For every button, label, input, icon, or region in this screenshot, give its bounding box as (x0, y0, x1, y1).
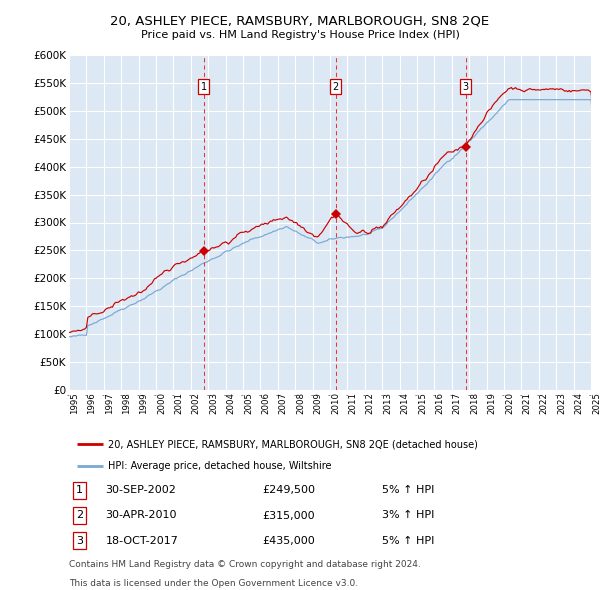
Text: 2005: 2005 (244, 392, 253, 414)
Text: Contains HM Land Registry data © Crown copyright and database right 2024.: Contains HM Land Registry data © Crown c… (69, 560, 421, 569)
Text: 2003: 2003 (209, 392, 218, 414)
Text: 20, ASHLEY PIECE, RAMSBURY, MARLBOROUGH, SN8 2QE (detached house): 20, ASHLEY PIECE, RAMSBURY, MARLBOROUGH,… (108, 440, 478, 450)
Text: 1996: 1996 (87, 392, 96, 414)
Text: £435,000: £435,000 (262, 536, 315, 546)
Text: £249,500: £249,500 (262, 485, 315, 495)
Text: 2025: 2025 (592, 392, 600, 414)
Text: 2021: 2021 (522, 392, 531, 414)
Text: 20, ASHLEY PIECE, RAMSBURY, MARLBOROUGH, SN8 2QE: 20, ASHLEY PIECE, RAMSBURY, MARLBOROUGH,… (110, 15, 490, 28)
Text: 2016: 2016 (435, 392, 444, 414)
Text: 2020: 2020 (505, 392, 514, 414)
Text: 3% ↑ HPI: 3% ↑ HPI (382, 510, 434, 520)
Text: 1: 1 (76, 485, 83, 495)
Text: 1: 1 (201, 82, 207, 92)
Text: 2: 2 (76, 510, 83, 520)
Text: 2014: 2014 (400, 392, 409, 414)
Text: 2: 2 (332, 82, 339, 92)
Text: 2018: 2018 (470, 392, 479, 414)
Text: 2017: 2017 (452, 392, 461, 414)
Text: 2011: 2011 (348, 392, 357, 414)
Text: 2004: 2004 (226, 392, 235, 414)
Text: 1998: 1998 (122, 392, 131, 414)
Text: 2000: 2000 (157, 392, 166, 414)
Text: 2023: 2023 (557, 392, 566, 414)
Text: 2001: 2001 (174, 392, 183, 414)
Text: 5% ↑ HPI: 5% ↑ HPI (382, 485, 434, 495)
Text: 30-APR-2010: 30-APR-2010 (106, 510, 177, 520)
Text: 2002: 2002 (191, 392, 200, 414)
Text: 2008: 2008 (296, 392, 305, 414)
Text: £315,000: £315,000 (262, 510, 315, 520)
Text: 1999: 1999 (139, 392, 148, 414)
Text: 2024: 2024 (574, 392, 583, 414)
Text: 3: 3 (76, 536, 83, 546)
Text: HPI: Average price, detached house, Wiltshire: HPI: Average price, detached house, Wilt… (108, 461, 332, 471)
Text: 1997: 1997 (104, 392, 113, 414)
Text: 2012: 2012 (365, 392, 374, 414)
Text: 2019: 2019 (487, 392, 496, 414)
Text: 2015: 2015 (418, 392, 427, 414)
Text: 18-OCT-2017: 18-OCT-2017 (106, 536, 178, 546)
Text: 2010: 2010 (331, 392, 340, 414)
Text: 30-SEP-2002: 30-SEP-2002 (106, 485, 176, 495)
Text: 2006: 2006 (261, 392, 270, 414)
Text: 5% ↑ HPI: 5% ↑ HPI (382, 536, 434, 546)
Text: 2013: 2013 (383, 392, 392, 414)
Text: Price paid vs. HM Land Registry's House Price Index (HPI): Price paid vs. HM Land Registry's House … (140, 30, 460, 40)
Text: This data is licensed under the Open Government Licence v3.0.: This data is licensed under the Open Gov… (69, 579, 358, 588)
Text: 2022: 2022 (539, 392, 548, 414)
Text: 1995: 1995 (70, 392, 79, 414)
Text: 2009: 2009 (313, 392, 322, 414)
Text: 2007: 2007 (278, 392, 287, 414)
Text: 3: 3 (463, 82, 469, 92)
